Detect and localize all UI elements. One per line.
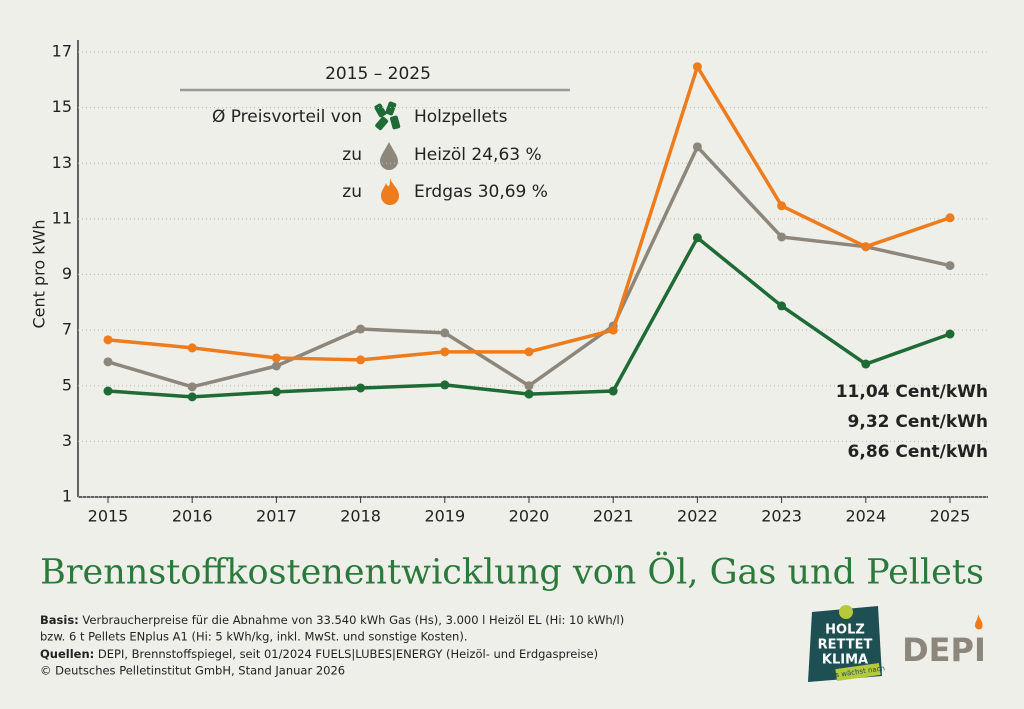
footnote: bzw. 6 t Pellets ENplus A1 (Hi: 5 kWh/kg…	[40, 630, 467, 644]
footnote-bold: Quellen:	[40, 647, 94, 661]
point	[945, 213, 955, 223]
point	[524, 389, 534, 399]
oil-icon	[380, 142, 398, 170]
x-tick-label: 2019	[424, 507, 465, 526]
point	[777, 201, 787, 211]
point	[271, 387, 281, 397]
chart-title: Brennstoffkostenentwicklung von Öl, Gas …	[40, 551, 984, 593]
y-tick-label: 3	[62, 431, 72, 450]
end-label: 6,86 Cent/kWh	[848, 442, 988, 462]
point	[103, 335, 113, 345]
point	[440, 380, 450, 390]
point	[608, 386, 618, 396]
point	[187, 382, 197, 392]
point	[187, 343, 197, 353]
point	[356, 355, 366, 365]
x-tick-label: 2017	[256, 507, 297, 526]
x-tick-label: 2016	[172, 507, 213, 526]
y-tick-label: 9	[62, 264, 72, 283]
point	[440, 328, 450, 338]
gas-icon	[381, 178, 399, 205]
end-label: 11,04 Cent/kWh	[836, 382, 988, 402]
logo-text: HOLZ	[825, 623, 865, 638]
pellets-icon	[374, 101, 401, 131]
point	[777, 301, 787, 311]
series-line	[107, 236, 951, 399]
x-tick-label: 2023	[761, 507, 802, 526]
annotation-header: 2015 – 2025	[325, 64, 431, 84]
point	[356, 324, 366, 334]
x-tick-label: 2021	[593, 507, 634, 526]
point	[440, 347, 450, 357]
point	[777, 232, 787, 242]
annotation-label: Heizöl 24,63 %	[414, 145, 542, 165]
point	[524, 347, 534, 357]
point	[187, 392, 197, 402]
x-tick-label: 2015	[88, 507, 129, 526]
y-tick-label: 17	[52, 42, 72, 61]
point	[945, 329, 955, 339]
point	[692, 233, 702, 243]
y-tick-label: 11	[52, 208, 72, 227]
y-tick-label: 13	[52, 153, 72, 172]
point	[608, 325, 618, 335]
annotation-intro: Ø Preisvorteil von	[212, 107, 362, 127]
annotation-label: Erdgas 30,69 %	[414, 182, 548, 202]
point	[103, 386, 113, 396]
footnote-bold: Basis:	[40, 613, 79, 627]
annotation-prefix: zu	[342, 182, 362, 202]
footnote-text: Verbraucherpreise für die Abnahme von 33…	[79, 613, 624, 627]
annotation-prefix: zu	[342, 145, 362, 165]
y-tick-label: 1	[62, 487, 72, 506]
logo-text: RETTET	[818, 638, 873, 653]
end-label: 9,32 Cent/kWh	[848, 412, 988, 432]
x-tick-label: 2025	[930, 507, 971, 526]
point	[692, 142, 702, 152]
x-tick-label: 2022	[677, 507, 718, 526]
x-tick-label: 2020	[509, 507, 550, 526]
y-tick-label: 15	[52, 97, 72, 116]
footnote: Basis: Verbraucherpreise für die Abnahme…	[40, 613, 624, 627]
brand-logo: DEPI	[902, 631, 986, 669]
point	[861, 359, 871, 369]
point	[103, 357, 113, 367]
campaign-logo: HOLZ RETTET KLIMA Es wächst nach	[808, 605, 885, 682]
point	[271, 361, 281, 371]
footnote-text: DEPI, Brennstoffspiegel, seit 01/2024 FU…	[94, 647, 598, 661]
x-tick-label: 2018	[340, 507, 381, 526]
point	[861, 242, 871, 252]
point	[524, 381, 534, 391]
point	[356, 383, 366, 393]
point	[271, 353, 281, 363]
y-tick-label: 7	[62, 320, 72, 339]
x-tick-label: 2024	[845, 507, 886, 526]
footnote: © Deutsches Pelletinstitut GmbH, Stand J…	[40, 664, 345, 678]
logo-text: KLIMA	[822, 653, 868, 668]
brand-flame	[975, 614, 983, 630]
y-axis-label: Cent pro kWh	[30, 220, 49, 329]
annotation-base: Holzpellets	[414, 107, 508, 127]
y-tick-label: 5	[62, 375, 72, 394]
point	[945, 261, 955, 271]
footnote: Quellen: DEPI, Brennstoffspiegel, seit 0…	[40, 647, 598, 661]
point	[692, 62, 702, 72]
